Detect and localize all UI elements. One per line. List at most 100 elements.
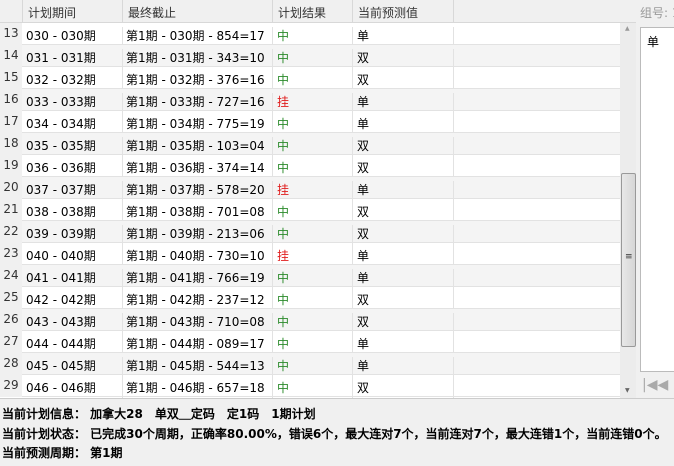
cell-period: 031 - 031期 <box>26 51 96 65</box>
prediction-textbox[interactable]: 单 <box>640 27 674 372</box>
cell-period: 037 - 037期 <box>26 183 96 197</box>
table-row[interactable]: 26 043 - 043期 第1期 - 043期 - 710=08 中 双 <box>0 309 620 335</box>
column-divider <box>453 93 454 115</box>
cell-end: 第1期 - 039期 - 213=06 <box>126 227 265 241</box>
table-row[interactable]: 18 035 - 035期 第1期 - 035期 - 103=04 中 双 <box>0 133 620 159</box>
cell-end: 第1期 - 034期 - 775=19 <box>126 117 265 131</box>
table-row[interactable]: 28 045 - 045期 第1期 - 045期 - 544=13 中 单 <box>0 353 620 379</box>
column-divider <box>272 357 273 379</box>
first-page-icon[interactable]: |◀◀ <box>642 377 669 393</box>
row-number: 19 <box>0 155 22 177</box>
row-number: 23 <box>0 243 22 265</box>
cell-result: 中 <box>277 271 290 285</box>
column-divider <box>352 291 353 313</box>
cell-period: 035 - 035期 <box>26 139 96 153</box>
cell-prediction: 单 <box>357 183 370 197</box>
row-number: 20 <box>0 177 22 199</box>
cell-period: 043 - 043期 <box>26 315 96 329</box>
table-row[interactable]: 21 038 - 038期 第1期 - 038期 - 701=08 中 双 <box>0 199 620 225</box>
column-divider <box>272 313 273 335</box>
column-divider <box>453 159 454 181</box>
cell-end: 第1期 - 032期 - 376=16 <box>126 73 265 87</box>
table-row[interactable]: 17 034 - 034期 第1期 - 034期 - 775=19 中 单 <box>0 111 620 137</box>
column-divider <box>453 203 454 225</box>
column-divider <box>352 181 353 203</box>
column-divider <box>122 93 123 115</box>
cell-prediction: 单 <box>357 249 370 263</box>
cell-period: 040 - 040期 <box>26 249 96 263</box>
column-divider <box>453 379 454 398</box>
column-divider <box>122 181 123 203</box>
cell-result: 中 <box>277 227 290 241</box>
table-row[interactable]: 27 044 - 044期 第1期 - 044期 - 089=17 中 单 <box>0 331 620 357</box>
cell-period: 041 - 041期 <box>26 271 96 285</box>
cell-result: 中 <box>277 381 290 395</box>
cell-prediction: 双 <box>357 227 370 241</box>
column-divider <box>122 27 123 49</box>
table-row[interactable]: 22 039 - 039期 第1期 - 039期 - 213=06 中 双 <box>0 221 620 247</box>
scrollbar-thumb[interactable]: ≡ <box>621 173 636 347</box>
column-divider <box>352 49 353 71</box>
row-number: 15 <box>0 67 22 89</box>
column-divider <box>453 71 454 93</box>
column-divider <box>122 313 123 335</box>
cell-end: 第1期 - 040期 - 730=10 <box>126 249 265 263</box>
cell-end: 第1期 - 033期 - 727=16 <box>126 95 265 109</box>
table-row[interactable]: 13 030 - 030期 第1期 - 030期 - 854=17 中 单 <box>0 23 620 49</box>
plan-status: 当前计划状态： 已完成30个周期，正确率80.00%，错误6个，最大连对7个，当… <box>2 427 667 441</box>
cell-period: 044 - 044期 <box>26 337 96 351</box>
cell-result: 挂 <box>277 183 290 197</box>
cell-prediction: 双 <box>357 139 370 153</box>
column-divider <box>272 49 273 71</box>
row-number: 29 <box>0 375 22 397</box>
column-divider <box>122 203 123 225</box>
column-divider <box>352 159 353 181</box>
vertical-scrollbar[interactable]: ▲ ≡ ▼ <box>620 23 636 398</box>
cell-prediction: 单 <box>357 95 370 109</box>
cell-period: 036 - 036期 <box>26 161 96 175</box>
column-divider <box>352 225 353 247</box>
scroll-up-icon[interactable]: ▲ <box>625 25 630 32</box>
column-divider <box>272 71 273 93</box>
col-header-end[interactable]: 最终截止 <box>128 6 177 20</box>
table-row[interactable]: 25 042 - 042期 第1期 - 042期 - 237=12 中 双 <box>0 287 620 313</box>
cell-prediction: 双 <box>357 381 370 395</box>
cell-result: 中 <box>277 337 290 351</box>
scroll-down-icon[interactable]: ▼ <box>625 387 630 394</box>
cell-result: 中 <box>277 315 290 329</box>
cell-end: 第1期 - 046期 - 657=18 <box>126 381 265 395</box>
table-row[interactable]: 20 037 - 037期 第1期 - 037期 - 578=20 挂 单 <box>0 177 620 203</box>
column-divider <box>122 379 123 398</box>
table-row[interactable]: 14 031 - 031期 第1期 - 031期 - 343=10 中 双 <box>0 45 620 71</box>
cell-end: 第1期 - 043期 - 710=08 <box>126 315 265 329</box>
row-number: 24 <box>0 265 22 287</box>
table-row[interactable]: 19 036 - 036期 第1期 - 036期 - 374=14 中 双 <box>0 155 620 181</box>
cell-prediction: 双 <box>357 315 370 329</box>
table-row[interactable]: 15 032 - 032期 第1期 - 032期 - 376=16 中 双 <box>0 67 620 93</box>
column-divider <box>453 27 454 49</box>
cell-prediction: 双 <box>357 293 370 307</box>
column-divider <box>453 247 454 269</box>
column-divider <box>272 225 273 247</box>
column-divider <box>272 181 273 203</box>
row-number: 14 <box>0 45 22 67</box>
col-header-result[interactable]: 计划结果 <box>278 6 327 20</box>
column-divider <box>352 269 353 291</box>
table-row[interactable]: 29 046 - 046期 第1期 - 046期 - 657=18 中 双 <box>0 375 620 398</box>
column-divider <box>352 27 353 49</box>
cell-period: 045 - 045期 <box>26 359 96 373</box>
column-divider <box>453 115 454 137</box>
cell-end: 第1期 - 042期 - 237=12 <box>126 293 265 307</box>
cell-result: 中 <box>277 51 290 65</box>
cell-period: 034 - 034期 <box>26 117 96 131</box>
table-row[interactable]: 24 041 - 041期 第1期 - 041期 - 766=19 中 单 <box>0 265 620 291</box>
col-header-period[interactable]: 计划期间 <box>28 6 77 20</box>
column-divider <box>272 269 273 291</box>
row-number: 26 <box>0 309 22 331</box>
table-row[interactable]: 16 033 - 033期 第1期 - 033期 - 727=16 挂 单 <box>0 89 620 115</box>
table-row[interactable]: 23 040 - 040期 第1期 - 040期 - 730=10 挂 单 <box>0 243 620 269</box>
col-header-prediction[interactable]: 当前预测值 <box>358 6 419 20</box>
column-divider <box>122 159 123 181</box>
column-divider <box>453 225 454 247</box>
row-number: 27 <box>0 331 22 353</box>
